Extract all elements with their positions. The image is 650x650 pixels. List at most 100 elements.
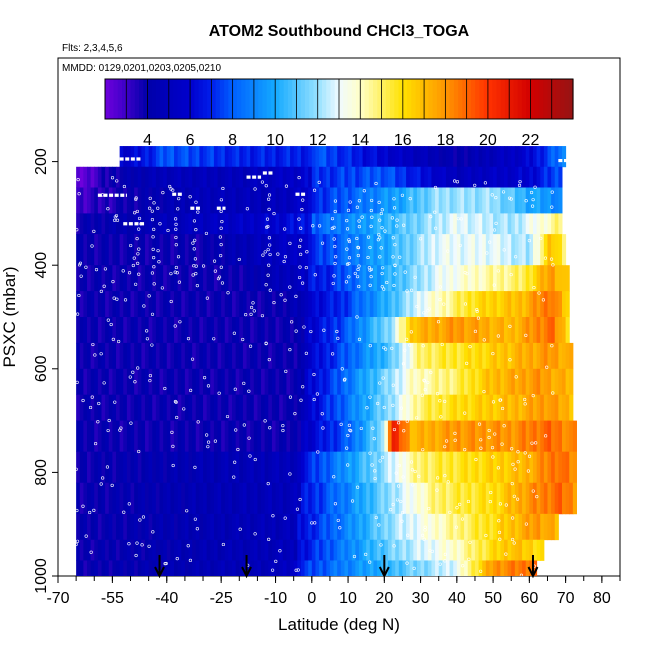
heat-cell bbox=[456, 539, 461, 561]
heat-cell bbox=[561, 342, 567, 370]
sample-point bbox=[378, 459, 382, 463]
heat-cell bbox=[224, 539, 229, 561]
heat-cell bbox=[507, 146, 512, 168]
heat-cell bbox=[290, 368, 295, 396]
heat-cell bbox=[235, 187, 240, 214]
colorbar-segment bbox=[117, 79, 123, 119]
heat-cell bbox=[232, 451, 237, 484]
heat-cell bbox=[319, 213, 324, 235]
colorbar-segment bbox=[270, 79, 276, 119]
heat-cell bbox=[228, 451, 233, 484]
heat-cell bbox=[319, 451, 324, 484]
sample-point bbox=[475, 309, 479, 313]
heat-cell bbox=[213, 451, 219, 484]
heat-cell bbox=[112, 368, 117, 396]
heat-cell bbox=[348, 265, 353, 292]
colorbar-segment bbox=[321, 79, 327, 119]
heat-cell bbox=[94, 213, 99, 235]
sample-point bbox=[537, 291, 541, 295]
heat-cell bbox=[76, 234, 81, 266]
sample-point bbox=[509, 197, 513, 201]
heat-cell bbox=[518, 539, 523, 561]
heat-cell bbox=[377, 539, 382, 561]
heat-cell bbox=[264, 394, 269, 421]
sample-point bbox=[550, 190, 554, 194]
heat-cell bbox=[532, 368, 538, 396]
heat-cell bbox=[76, 166, 81, 188]
sample-point bbox=[436, 476, 440, 480]
sample-point bbox=[534, 441, 538, 445]
heat-cell bbox=[366, 166, 371, 188]
heat-cell bbox=[387, 513, 393, 541]
heat-cell bbox=[387, 265, 393, 292]
heat-cell bbox=[377, 451, 382, 484]
heat-cell bbox=[304, 368, 309, 396]
heat-cell bbox=[402, 368, 407, 396]
heat-cell bbox=[344, 234, 349, 266]
sample-point bbox=[288, 348, 292, 352]
sample-point bbox=[339, 422, 343, 426]
heat-cell bbox=[159, 560, 164, 576]
heat-cell bbox=[90, 394, 95, 421]
heat-cell bbox=[257, 560, 262, 576]
heat-cell bbox=[529, 368, 534, 396]
heat-cell bbox=[105, 213, 110, 235]
sample-point bbox=[549, 556, 553, 560]
heat-cell bbox=[137, 394, 142, 421]
heat-cell bbox=[97, 513, 103, 541]
heat-cell bbox=[547, 394, 552, 421]
heat-cell bbox=[101, 265, 106, 292]
heat-cell bbox=[406, 394, 411, 421]
heat-cell bbox=[340, 420, 345, 453]
heat-cell bbox=[329, 234, 335, 266]
heat-cell bbox=[210, 166, 215, 188]
heat-cell bbox=[329, 342, 335, 370]
heat-cell bbox=[453, 482, 458, 515]
heat-cell bbox=[493, 265, 498, 292]
heat-cell bbox=[453, 368, 458, 396]
sample-point bbox=[346, 433, 350, 438]
heat-cell bbox=[293, 213, 298, 235]
heat-cell bbox=[261, 539, 266, 561]
heat-cell bbox=[445, 187, 451, 214]
heat-cell bbox=[449, 166, 454, 188]
heat-cell bbox=[217, 213, 222, 235]
heat-cell bbox=[137, 482, 142, 515]
heat-cell bbox=[507, 166, 512, 188]
heat-cell bbox=[253, 482, 258, 515]
heat-cell bbox=[188, 291, 193, 318]
heat-cell bbox=[261, 166, 266, 188]
heat-cell bbox=[391, 291, 396, 318]
sample-point bbox=[347, 261, 351, 266]
heat-cell bbox=[271, 234, 277, 266]
heat-cell bbox=[141, 368, 146, 396]
sample-point bbox=[294, 568, 298, 572]
heat-cell bbox=[456, 187, 461, 214]
heat-cell bbox=[460, 394, 465, 421]
sample-point bbox=[369, 208, 373, 213]
heat-cell bbox=[308, 482, 313, 515]
heat-cell bbox=[507, 451, 512, 484]
heat-cell bbox=[221, 342, 226, 370]
heat-cell bbox=[282, 187, 287, 214]
heat-cell bbox=[373, 560, 378, 576]
sample-point bbox=[297, 217, 301, 221]
sample-point bbox=[340, 367, 344, 371]
sample-point bbox=[186, 337, 191, 341]
heat-cell bbox=[130, 317, 135, 344]
heat-cell bbox=[482, 420, 487, 453]
heat-cell bbox=[304, 291, 309, 318]
sample-point bbox=[392, 544, 396, 548]
heat-cell bbox=[355, 166, 360, 188]
heat-cell bbox=[427, 265, 432, 292]
heat-cell bbox=[268, 420, 273, 453]
heat-cell bbox=[94, 420, 99, 453]
heat-cell bbox=[130, 451, 135, 484]
heat-cell bbox=[279, 342, 284, 370]
colorbar-segment bbox=[249, 79, 255, 119]
heat-cell bbox=[551, 513, 556, 541]
sample-point bbox=[205, 296, 209, 300]
heat-cell bbox=[558, 368, 563, 396]
heat-cell bbox=[282, 451, 287, 484]
heat-cell bbox=[101, 213, 106, 235]
